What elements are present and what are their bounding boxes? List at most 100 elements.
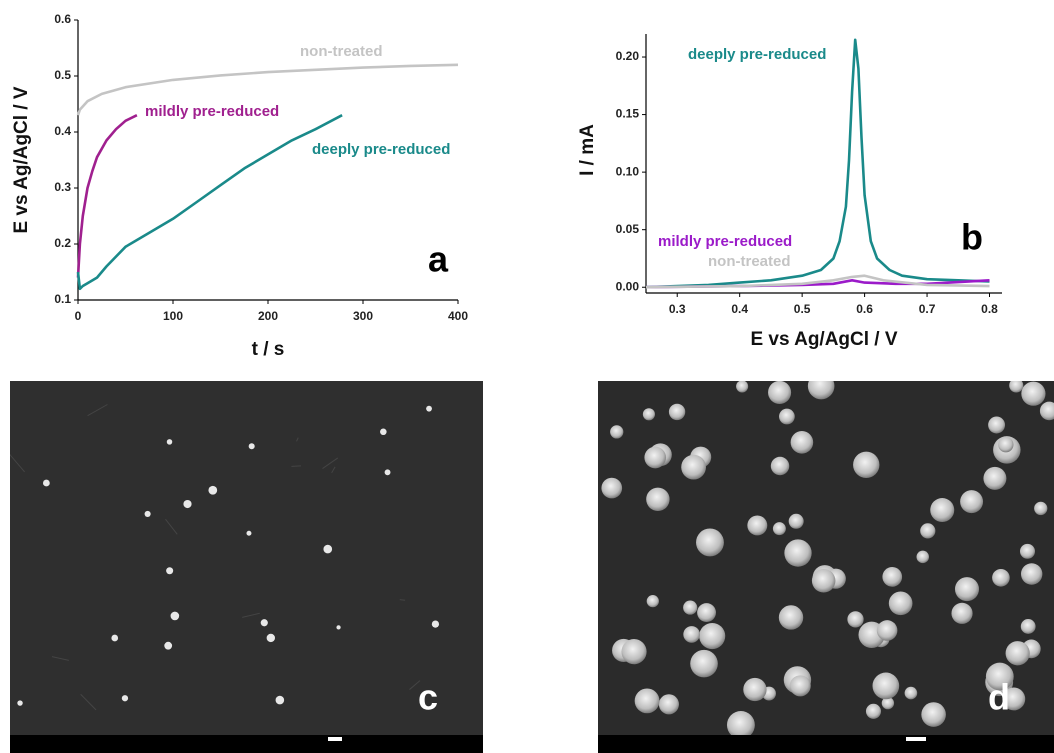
particle [983,466,1007,490]
particle [431,620,440,628]
x-tick-label: 0.5 [794,302,811,316]
y-tick-label: 0.05 [616,222,640,236]
series-line [76,114,138,278]
scale-bar [328,737,342,741]
x-tick-label: 100 [163,309,183,323]
particle [888,591,913,616]
particle [323,544,333,554]
particle [778,605,804,630]
particle [788,513,804,529]
series-line [645,274,990,289]
particle [380,428,387,436]
x-tick-label: 300 [353,309,373,323]
particle [646,487,670,512]
x-tick-label: 0.7 [919,302,936,316]
scratch [322,457,339,469]
y-tick-label: 0.15 [616,107,640,121]
particle [111,634,119,642]
particle [208,485,218,495]
y-tick-label: 0.4 [54,124,71,138]
sem-background [10,381,483,753]
particle [668,403,686,421]
scale-bar [906,737,926,741]
particle [876,620,898,641]
x-tick-label: 400 [448,309,468,323]
particle [930,498,955,523]
particle [1005,641,1030,666]
particle [248,443,255,450]
particle [872,672,900,700]
particle [921,702,946,727]
particle [985,662,1014,691]
x-tick-label: 0.4 [731,302,748,316]
particle [1020,619,1036,634]
sem-image: dx50,0005.0kVUEDGBSH-SWD 6.0mm100nmJEOL [598,381,1054,753]
particle [275,695,285,705]
x-tick-label: 0.6 [856,302,873,316]
particle [998,436,1014,453]
particle [426,405,432,412]
particle [865,703,882,719]
y-tick-label: 0.1 [54,292,71,306]
scratch [87,404,108,417]
particle [768,381,792,404]
particle [646,595,659,608]
series-label: deeply pre-reduced [312,141,450,158]
particle [644,446,667,469]
scratch [399,599,406,601]
x-tick-label: 200 [258,309,278,323]
series-label: deeply pre-reduced [688,46,826,63]
scratch [165,518,178,535]
scratch [242,612,260,618]
scratch [296,437,299,442]
info-bar [10,735,483,753]
particle [1002,687,1026,711]
particle [988,416,1006,434]
particle [882,567,903,587]
particle [881,696,895,710]
particle [743,677,767,702]
x-axis-title: E vs Ag/AgCl / V [750,329,897,350]
particle [779,408,795,425]
particle [642,408,655,421]
particle [807,381,835,400]
particle [1019,543,1035,559]
particle [658,694,679,715]
y-tick-label: 0.00 [616,279,640,293]
particle [121,695,129,702]
particle [811,568,836,593]
scratch [409,680,421,690]
particle [42,479,50,487]
particle [1039,401,1054,421]
scratch [10,453,25,473]
scratch [51,656,69,661]
particle [683,600,698,615]
particle [954,577,979,602]
particle [904,686,918,700]
series-label: non-treated [300,43,383,60]
particle [790,431,814,454]
y-axis-title: I / mA [577,124,598,176]
particle [166,439,173,445]
particle [770,456,790,476]
panel-label: b [961,217,983,258]
series-label: mildly pre-reduced [145,103,279,120]
particle [144,510,151,517]
particle [699,622,726,650]
particle [1020,563,1043,585]
particle [166,567,174,575]
panel-label: c [418,677,438,718]
particle [772,522,786,536]
particle [681,454,706,480]
particle [336,625,341,630]
x-tick-label: 0.8 [981,302,998,316]
particle [696,528,724,557]
particle [1021,381,1046,406]
y-axis-title: E vs Ag/AgCl / V [11,86,32,233]
particle [183,499,192,509]
particle [951,602,973,624]
y-tick-label: 0.6 [54,12,71,26]
particle [610,425,624,439]
scratch [80,693,97,711]
